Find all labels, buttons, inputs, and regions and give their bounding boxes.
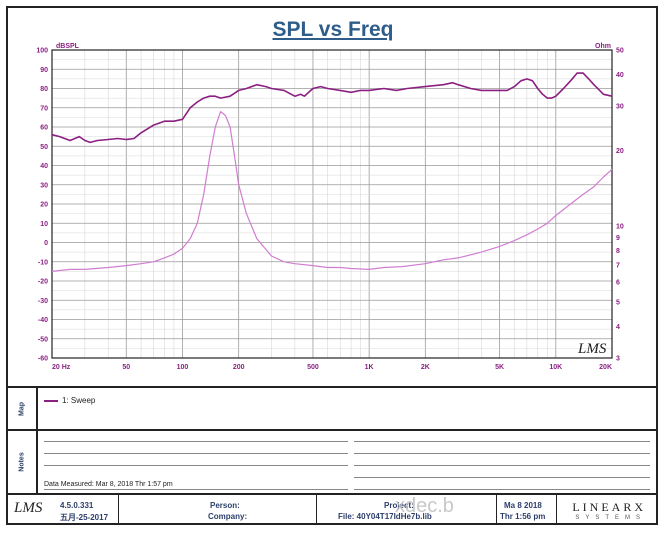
y2-tick-label: 20 [616,148,624,155]
person-label: Person: [210,501,240,510]
note-line[interactable] [354,441,650,442]
y-tick-label: 10 [40,221,48,228]
version-date: 五月-25-2017 [60,513,109,522]
x-tick-label: 5K [495,364,504,371]
notes-tab-label: Notes [18,452,26,472]
note-line[interactable] [44,453,348,454]
y-tick-label: -50 [38,336,48,343]
y-tick-label: -10 [38,259,48,266]
legend-tab[interactable]: Map [8,388,38,429]
y-tick-label: 50 [40,144,48,151]
legend-item-label: 1: Sweep [62,396,96,405]
y-tick-label: -40 [38,317,48,324]
y2-tick-label: 30 [616,103,624,110]
x-tick-label: 1K [365,364,374,371]
y2-tick-label: 3 [616,356,620,363]
footer-person-cell: Person: Company: [118,495,317,523]
y-tick-label: -20 [38,279,48,286]
x-tick-label: 200 [233,364,245,371]
footer-logo-cell: LMS 4.5.0.331 五月-25-2017 [8,495,119,523]
x-tick-label: 100 [177,364,189,371]
y2-tick-label: 6 [616,280,620,287]
y2-tick-label: 7 [616,263,620,270]
project-label: Project: [384,501,414,510]
footer: LMS 4.5.0.331 五月-25-2017 Person: Company… [8,493,656,523]
date-line-1: Ma 8 2018 [504,501,542,510]
y2-tick-label: 10 [616,224,624,231]
notes-panel: Notes Data Measured: Mar 8, 2018 Thr 1:5… [8,429,656,493]
axis-labels: 1009080706050403020100-10-20-30-40-50-60… [36,48,624,372]
series-spl-line [51,72,613,144]
date-line-2: Thr 1:56 pm [500,512,546,521]
watermark: xdec.b [395,495,454,517]
left-axis-unit: dBSPL [56,43,80,50]
version-text: 4.5.0.331 [60,501,94,510]
footer-brand-cell: LINEARX SYSTEMS [556,495,656,523]
lms-logo: LMS [14,500,43,516]
chart-lms-watermark: LMS [577,341,607,357]
company-label: Company: [208,512,248,521]
y2-tick-label: 8 [616,248,620,255]
file-label: File: 40Y04T17IdHe7b.lib [338,512,432,521]
linearx-subtitle: SYSTEMS [575,515,646,521]
notes-tab[interactable]: Notes [8,431,38,493]
legend-item[interactable]: 1: Sweep [44,396,95,405]
y-tick-label: 90 [40,67,48,74]
x-tick-label: 500 [307,364,319,371]
y-tick-label: 70 [40,105,48,112]
footer-project-cell: Project: File: 40Y04T17IdHe7b.lib [316,495,497,523]
footer-date-cell: Ma 8 2018 Thr 1:56 pm [496,495,557,523]
plot-border [51,49,613,359]
x-tick-label: 50 [122,364,130,371]
legend-swatch [44,399,58,402]
y-tick-label: 0 [44,240,48,247]
chart-grid [51,49,613,359]
note-line[interactable] [44,441,348,442]
y-tick-label: 20 [40,202,48,209]
legend-tab-label: Map [18,401,26,416]
note-line[interactable] [44,489,348,490]
x-tick-label: 20K [599,364,612,371]
data-measured-text: Data Measured: Mar 8, 2018 Thr 1:57 pm [44,481,173,488]
y-tick-label: 60 [40,125,48,132]
x-tick-label: 2K [421,364,430,371]
y2-tick-label: 40 [616,72,624,79]
y2-tick-label: 5 [616,300,620,307]
y-tick-label: 30 [40,182,48,189]
note-line[interactable] [354,489,650,490]
y2-tick-label: 50 [616,48,624,55]
note-line[interactable] [354,465,650,466]
spl-chart: 1009080706050403020100-10-20-30-40-50-60… [36,43,624,372]
x-tick-label: 10K [549,364,562,371]
note-line[interactable] [44,465,348,466]
y2-tick-label: 4 [616,324,620,331]
series-impedance-line [51,110,613,272]
report-frame [6,6,658,525]
y-tick-label: -60 [38,356,48,363]
right-axis-unit: Ohm [595,43,611,50]
y-tick-label: 100 [36,48,48,55]
note-line[interactable] [354,453,650,454]
chart-title: SPL vs Freq [272,18,394,41]
x-tick-label: 20 Hz [52,364,71,371]
note-line[interactable] [354,477,650,478]
linearx-logo: LINEARX [572,500,646,514]
series-layer [51,72,613,272]
y2-tick-label: 9 [616,235,620,242]
y-tick-label: 80 [40,86,48,93]
y-tick-label: -30 [38,298,48,305]
y-tick-label: 40 [40,163,48,170]
legend-panel: Map 1: Sweep [8,386,656,429]
